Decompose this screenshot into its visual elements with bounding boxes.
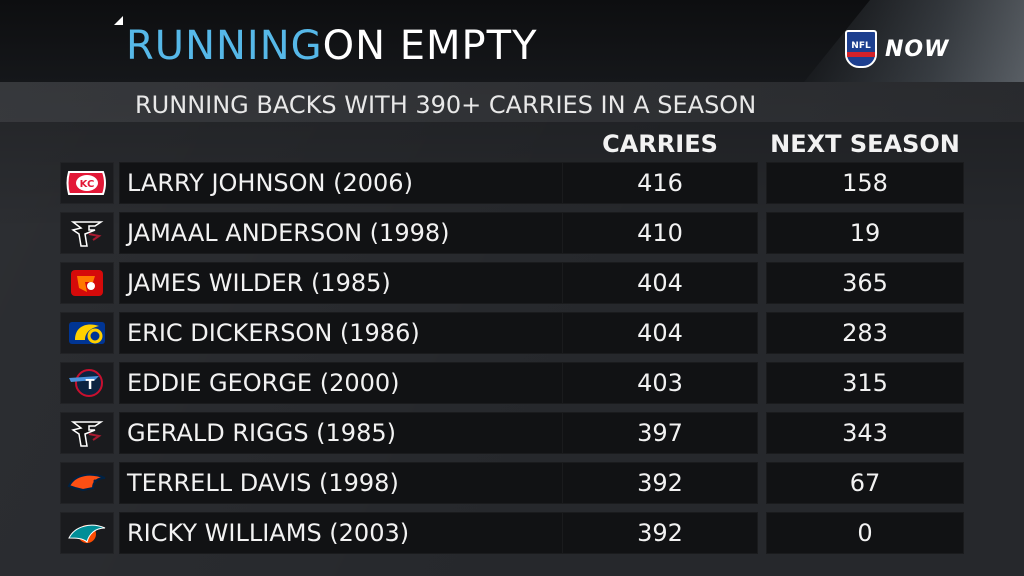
stats-table: KC LARRY JOHNSON (2006) 416 158 JAMAAL ANDER…	[60, 160, 964, 560]
carries-value: 392	[637, 469, 683, 497]
table-row: KC LARRY JOHNSON (2006) 416 158	[60, 160, 964, 210]
table-row: T EDDIE GEORGE (2000) 403 315	[60, 360, 964, 410]
player-name-cell: JAMAAL ANDERSON (1998)	[119, 212, 613, 254]
next-season-value: 315	[842, 369, 888, 397]
player-name-cell: EDDIE GEORGE (2000)	[119, 362, 613, 404]
carries-cell: 404	[562, 312, 758, 354]
title-part-running: RUNNING	[126, 23, 323, 69]
player-name-cell: LARRY JOHNSON (2006)	[119, 162, 613, 204]
svg-text:T: T	[86, 378, 95, 393]
subtitle: RUNNING BACKS WITH 390+ CARRIES IN A SEA…	[135, 91, 757, 119]
now-wordmark: NOW	[885, 36, 950, 62]
next-season-value: 158	[842, 169, 888, 197]
carries-value: 397	[637, 419, 683, 447]
dolphins-logo-icon	[60, 512, 114, 554]
table-row: TERRELL DAVIS (1998) 392 67	[60, 460, 964, 510]
player-name: LARRY JOHNSON (2006)	[127, 169, 413, 197]
player-name-cell: ERIC DICKERSON (1986)	[119, 312, 613, 354]
page-title: RUNNINGON EMPTY	[126, 22, 538, 70]
buccaneers-logo-icon	[60, 262, 114, 304]
player-name: RICKY WILLIAMS (2003)	[127, 519, 410, 547]
player-name: JAMES WILDER (1985)	[127, 269, 391, 297]
player-name: TERRELL DAVIS (1998)	[127, 469, 399, 497]
next-season-cell: 343	[766, 412, 964, 454]
carries-cell: 397	[562, 412, 758, 454]
next-season-cell: 365	[766, 262, 964, 304]
carries-cell: 392	[562, 512, 758, 554]
carries-cell: 404	[562, 262, 758, 304]
titans-logo-icon: T	[60, 362, 114, 404]
chiefs-logo-icon: KC	[60, 162, 114, 204]
column-header-next-season: NEXT SEASON	[770, 130, 960, 158]
carries-cell: 403	[562, 362, 758, 404]
next-season-value: 343	[842, 419, 888, 447]
player-name-cell: TERRELL DAVIS (1998)	[119, 462, 613, 504]
carries-value: 404	[637, 319, 683, 347]
rams-logo-icon	[60, 312, 114, 354]
broncos-logo-icon	[60, 462, 114, 504]
next-season-cell: 19	[766, 212, 964, 254]
nfl-now-logo: NFL NOW	[845, 26, 949, 72]
next-season-cell: 283	[766, 312, 964, 354]
carries-value: 403	[637, 369, 683, 397]
carries-value: 392	[637, 519, 683, 547]
table-row: ERIC DICKERSON (1986) 404 283	[60, 310, 964, 360]
falcons-logo-icon	[60, 212, 114, 254]
table-row: GERALD RIGGS (1985) 397 343	[60, 410, 964, 460]
carries-value: 404	[637, 269, 683, 297]
next-season-value: 67	[849, 469, 881, 497]
next-season-cell: 0	[766, 512, 964, 554]
player-name-cell: JAMES WILDER (1985)	[119, 262, 613, 304]
column-header-carries: CARRIES	[602, 130, 718, 158]
subtitle-band	[0, 82, 1024, 122]
player-name: GERALD RIGGS (1985)	[127, 419, 396, 447]
player-name-cell: RICKY WILLIAMS (2003)	[119, 512, 613, 554]
next-season-cell: 315	[766, 362, 964, 404]
carries-value: 410	[637, 219, 683, 247]
carries-cell: 392	[562, 462, 758, 504]
next-season-value: 365	[842, 269, 888, 297]
nfl-shield-icon: NFL	[845, 30, 877, 68]
carries-cell: 416	[562, 162, 758, 204]
table-row: JAMES WILDER (1985) 404 365	[60, 260, 964, 310]
next-season-cell: 67	[766, 462, 964, 504]
player-name: EDDIE GEORGE (2000)	[127, 369, 400, 397]
player-name: ERIC DICKERSON (1986)	[127, 319, 420, 347]
carries-value: 416	[637, 169, 683, 197]
table-row: RICKY WILLIAMS (2003) 392 0	[60, 510, 964, 560]
falcons-logo-icon	[60, 412, 114, 454]
table-row: JAMAAL ANDERSON (1998) 410 19	[60, 210, 964, 260]
next-season-value: 19	[849, 219, 881, 247]
nfl-shield-text: NFL	[851, 41, 871, 51]
player-name: JAMAAL ANDERSON (1998)	[127, 219, 450, 247]
next-season-value: 0	[857, 519, 873, 547]
carries-cell: 410	[562, 212, 758, 254]
svg-text:KC: KC	[80, 179, 95, 190]
next-season-cell: 158	[766, 162, 964, 204]
title-accent-mark	[114, 16, 123, 25]
next-season-value: 283	[842, 319, 888, 347]
title-part-on-empty: ON EMPTY	[322, 23, 538, 69]
player-name-cell: GERALD RIGGS (1985)	[119, 412, 613, 454]
